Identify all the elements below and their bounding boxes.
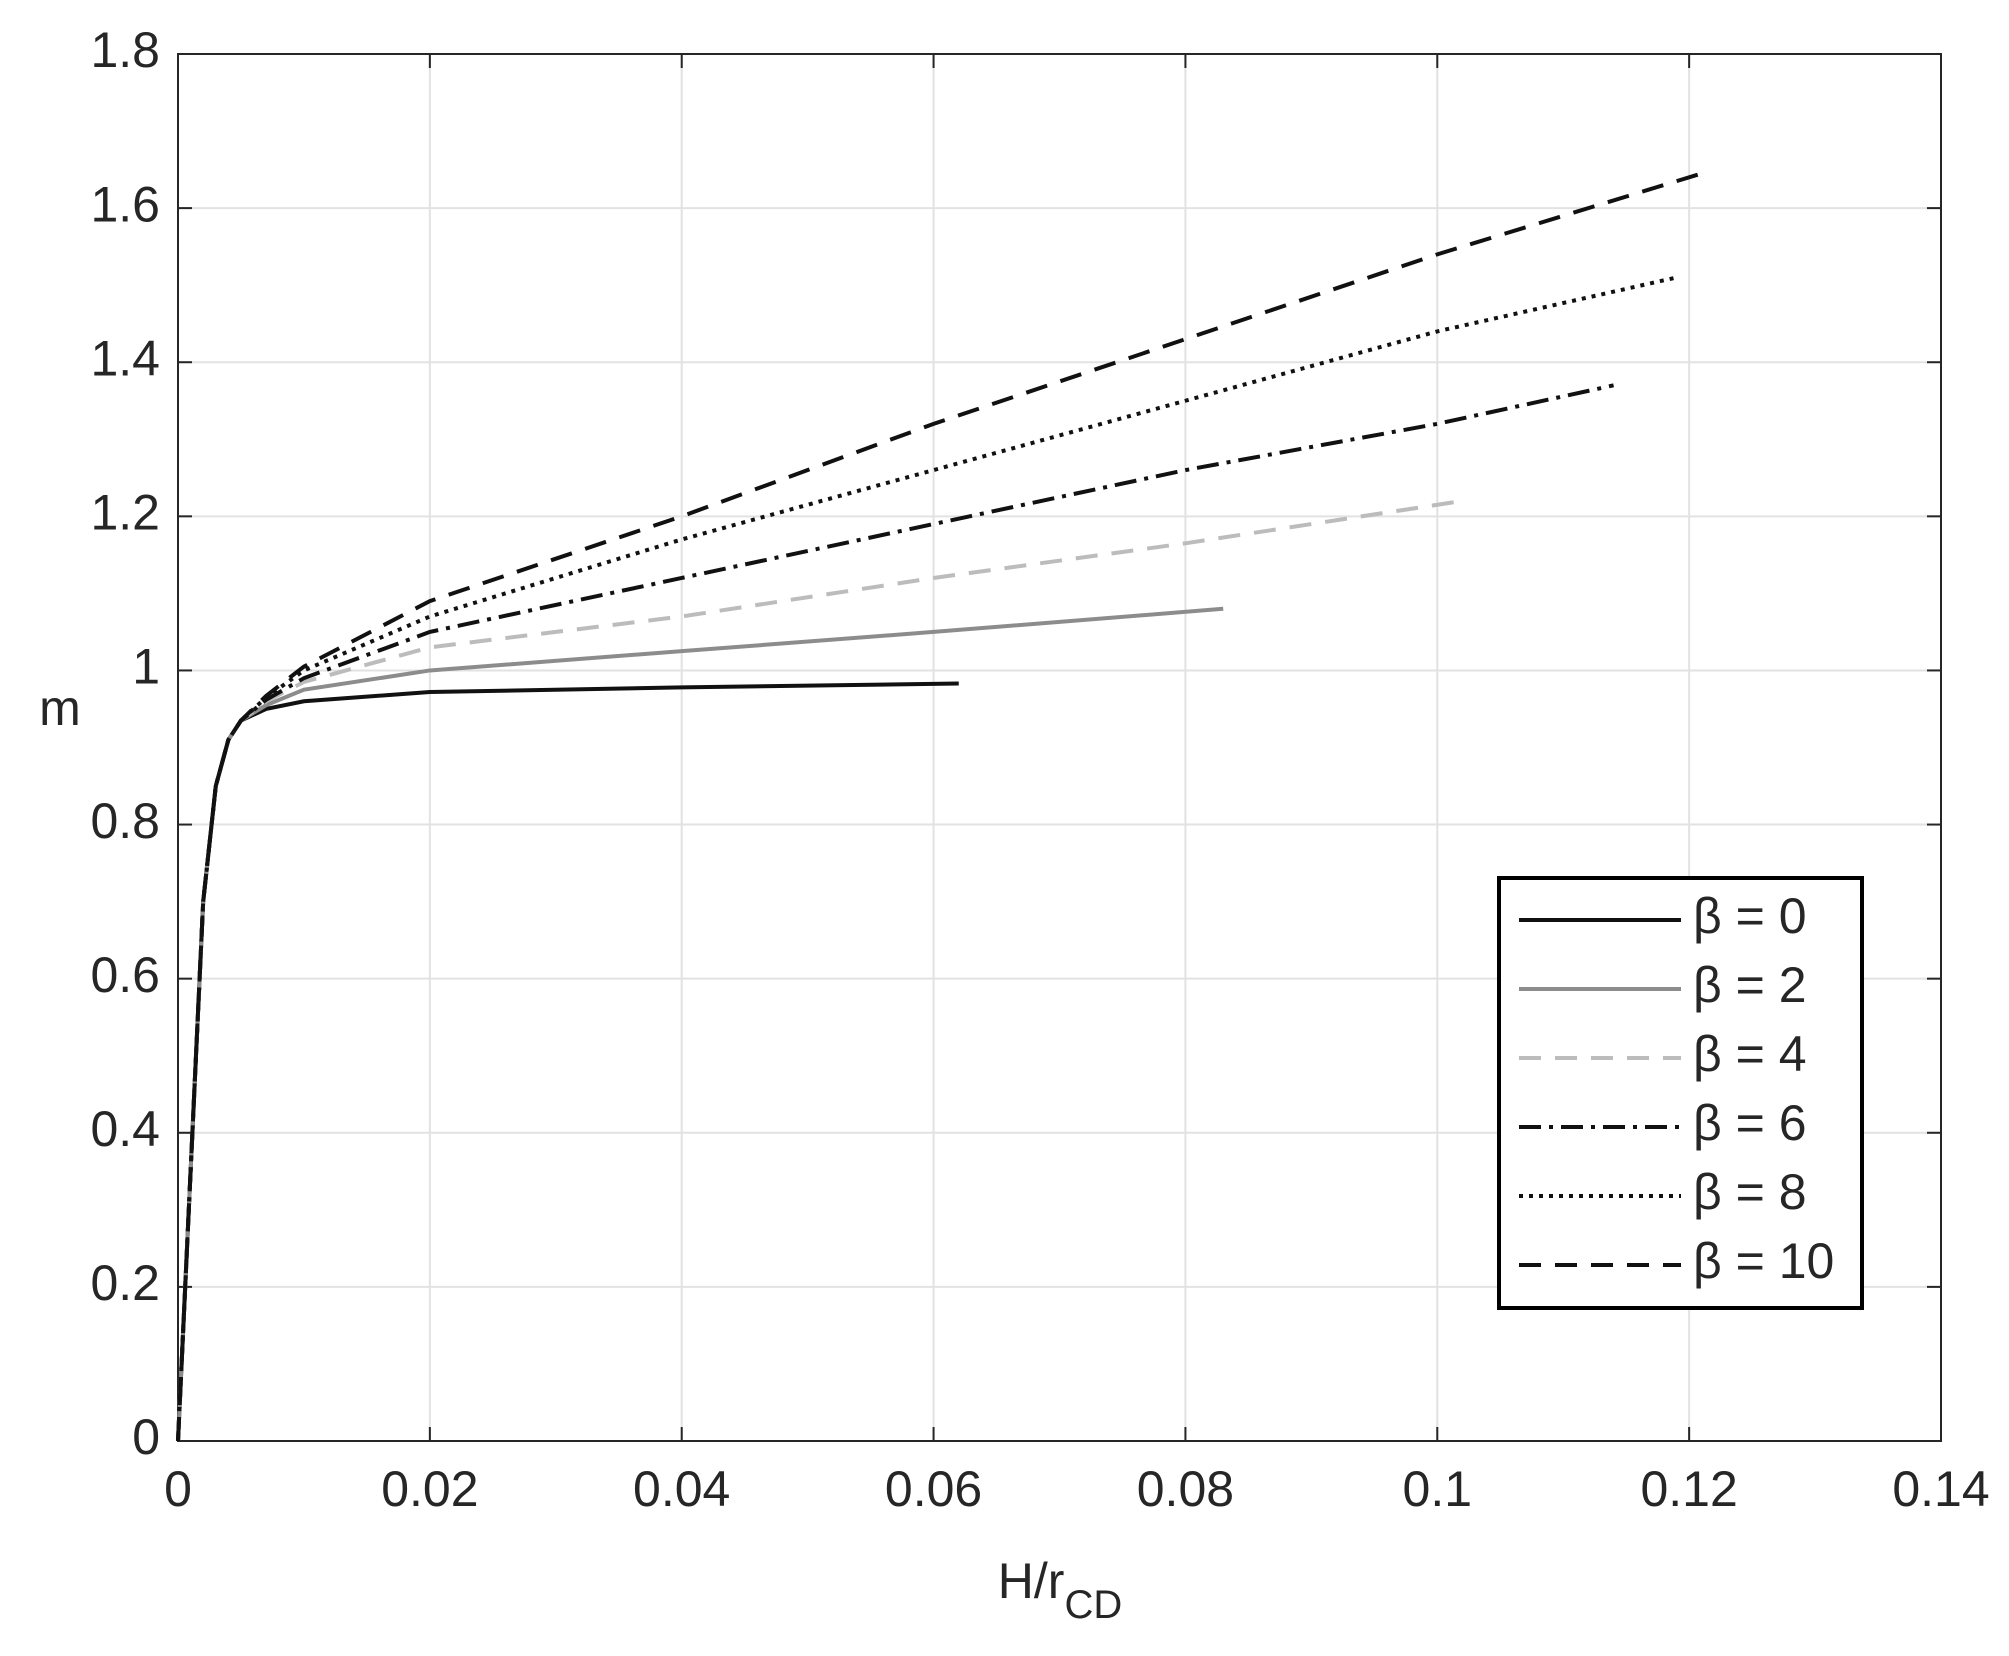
x-tick-label: 0.06 [885, 1461, 982, 1517]
y-tick-label: 0.4 [90, 1101, 160, 1157]
legend-label: β = 2 [1693, 957, 1807, 1013]
x-tick-label: 0.02 [381, 1461, 478, 1517]
legend-label: β = 6 [1693, 1095, 1807, 1151]
y-tick-label: 0 [132, 1409, 160, 1465]
x-tick-label: 0.14 [1892, 1461, 1989, 1517]
y-axis-label: m [39, 680, 81, 736]
y-tick-label: 1.4 [90, 330, 160, 386]
x-tick-label: 0 [164, 1461, 192, 1517]
x-tick-label: 0.04 [633, 1461, 730, 1517]
y-tick-label: 1.2 [90, 485, 160, 541]
y-tick-label: 1 [132, 639, 160, 695]
plot-frame [177, 53, 1942, 1442]
legend-label: β = 8 [1693, 1164, 1807, 1220]
x-tick-label: 0.08 [1137, 1461, 1234, 1517]
legend-label: β = 4 [1693, 1026, 1807, 1082]
x-tick-label: 0.12 [1640, 1461, 1737, 1517]
legend-label: β = 10 [1693, 1233, 1834, 1289]
y-tick-label: 0.8 [90, 793, 160, 849]
y-tick-label: 0.6 [90, 947, 160, 1003]
x-axis-label-sub: CD [1064, 1583, 1122, 1627]
x-tick-label: 0.1 [1403, 1461, 1473, 1517]
y-tick-label: 0.2 [90, 1255, 160, 1311]
series-line [176, 171, 1703, 1442]
x-axis-label: H/rCD [998, 1553, 1122, 1626]
legend-box [1497, 876, 1864, 1310]
y-tick-label: 1.8 [90, 22, 160, 78]
y-tick-label: 1.6 [90, 176, 160, 232]
legend-label: β = 0 [1693, 888, 1807, 944]
x-axis-label-main: H/r [998, 1553, 1065, 1609]
